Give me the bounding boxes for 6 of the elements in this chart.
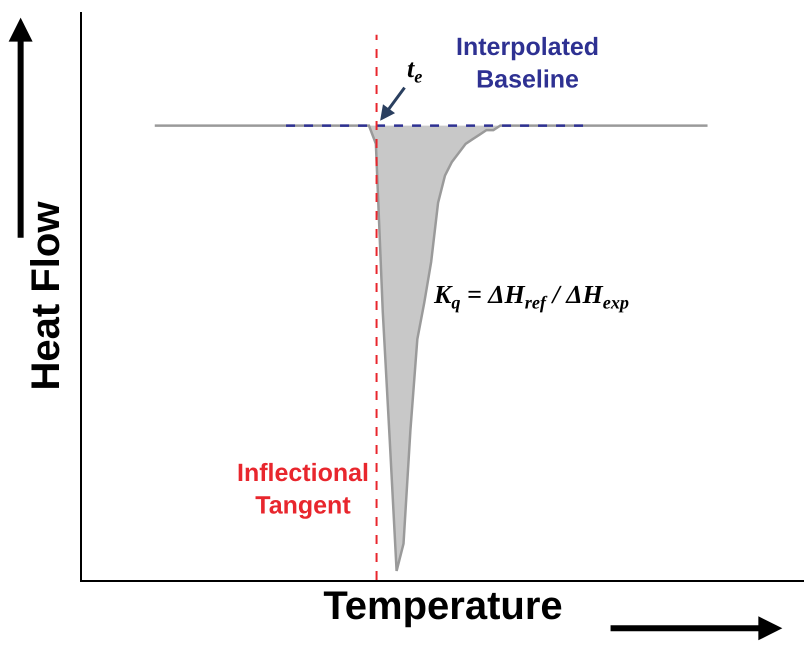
annotation: K$_{q}$ = ΔH$_{ref}$ / ΔH$_{exp}$	[433, 280, 630, 312]
x-axis-title: Temperature	[323, 584, 563, 628]
series-label: Interpolated Baseline	[456, 33, 600, 94]
y-axis-title: Heat Flow	[24, 200, 68, 390]
annotation: t$_{e}$	[407, 54, 422, 86]
annotation: Inflectional Tangent	[237, 459, 369, 520]
